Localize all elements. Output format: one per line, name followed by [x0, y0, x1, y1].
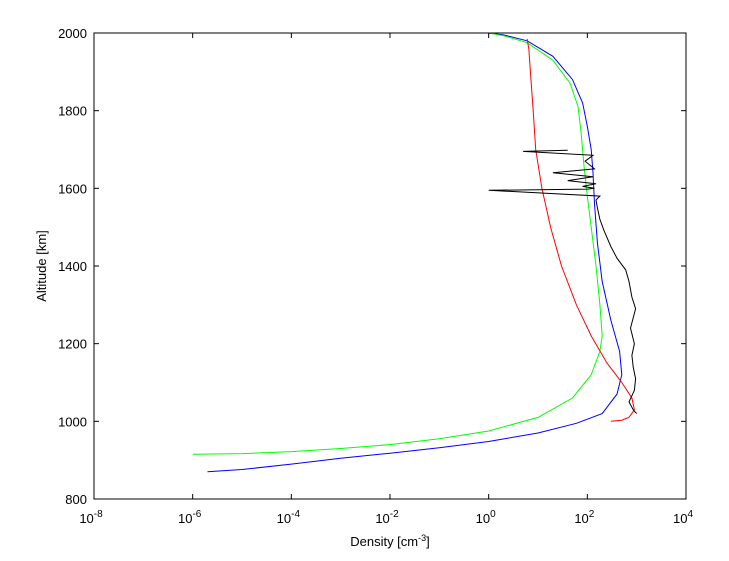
series-line-3: [526, 38, 635, 422]
y-tick-label: 1600: [58, 181, 87, 196]
x-tick-exponent: -2: [390, 509, 399, 520]
x-tick-base: 10: [375, 511, 389, 526]
y-tick-label: 1400: [58, 259, 87, 274]
x-tick-label: 10-8: [79, 509, 103, 526]
x-tick-label: 10-4: [277, 509, 301, 526]
x-tick-label: 10-6: [178, 509, 202, 526]
x-tick-exponent: -4: [291, 509, 300, 520]
x-tick-base: 10: [79, 511, 93, 526]
y-tick-label: 1200: [58, 337, 87, 352]
x-tick-label: 10-2: [375, 509, 399, 526]
x-tick-label: 104: [673, 509, 693, 526]
y-tick-label: 1000: [58, 414, 87, 429]
series-layer: [192, 32, 638, 473]
x-tick-exponent: 0: [490, 509, 496, 520]
x-tick-base: 10: [673, 511, 687, 526]
x-tick-base: 10: [476, 511, 490, 526]
y-axis-label: Altitude [km]: [34, 230, 49, 302]
x-tick-label: 102: [574, 509, 594, 526]
tick-layer: 10-8 10-6 10-4 10-2 100 102 104800100012001400…: [58, 26, 693, 526]
y-tick-label: 2000: [58, 26, 87, 41]
y-tick-label: 1800: [58, 104, 87, 119]
x-tick-base: 10: [277, 511, 291, 526]
series-line-1: [207, 32, 623, 473]
x-tick-base: 10: [574, 511, 588, 526]
x-tick-exponent: -6: [192, 509, 201, 520]
x-tick-exponent: 4: [687, 509, 693, 520]
x-tick-label: 100: [476, 509, 496, 526]
x-tick-exponent: -8: [94, 509, 103, 520]
series-line-4: [488, 149, 638, 414]
x-tick-base: 10: [178, 511, 192, 526]
y-tick-label: 800: [65, 492, 87, 507]
x-tick-exponent: 2: [589, 509, 595, 520]
series-line-2: [192, 32, 603, 455]
plot-area: [94, 33, 686, 499]
x-axis-label: Density [cm-3]: [350, 533, 430, 549]
